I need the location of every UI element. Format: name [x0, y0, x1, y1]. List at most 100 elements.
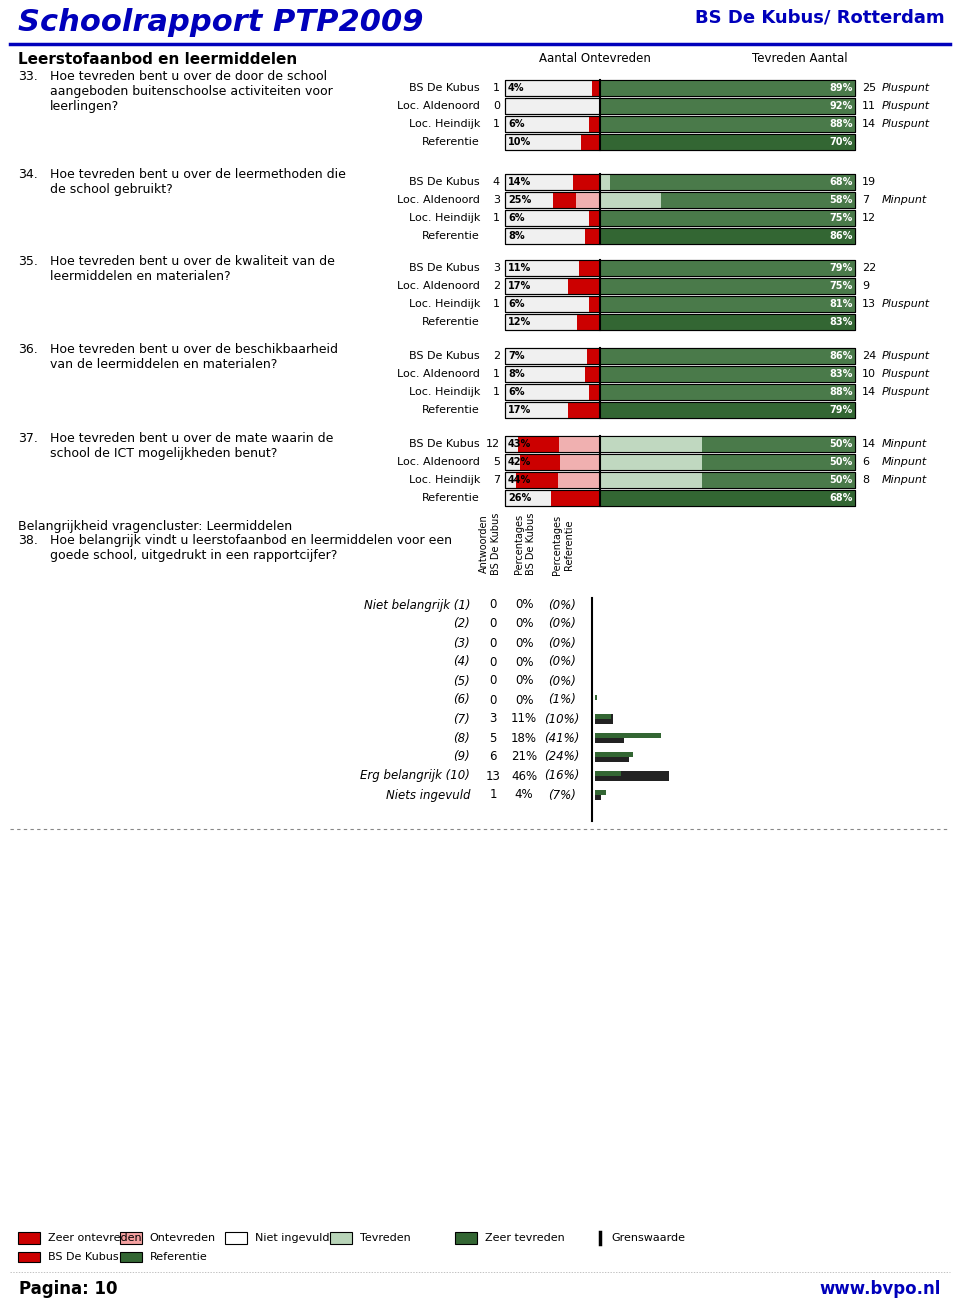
Text: 0: 0: [490, 598, 496, 611]
Text: 0: 0: [490, 674, 496, 687]
Text: 18%: 18%: [511, 731, 537, 744]
Text: 3: 3: [493, 263, 500, 273]
Text: Zeer tevreden: Zeer tevreden: [485, 1233, 564, 1243]
Text: Minpunt: Minpunt: [882, 475, 927, 485]
Text: 5: 5: [490, 731, 496, 744]
Text: Niet belangrijk (1): Niet belangrijk (1): [364, 598, 470, 611]
Text: 50%: 50%: [829, 457, 853, 468]
Text: Minpunt: Minpunt: [882, 457, 927, 468]
Text: www.bvpo.nl: www.bvpo.nl: [820, 1280, 941, 1298]
Text: 9: 9: [862, 281, 869, 291]
Text: 6%: 6%: [508, 299, 524, 310]
Text: 8%: 8%: [508, 231, 524, 242]
Text: (24%): (24%): [544, 751, 580, 764]
Text: Ontevreden: Ontevreden: [150, 1233, 216, 1243]
Text: Loc. Aldenoord: Loc. Aldenoord: [397, 195, 480, 205]
Text: Referentie: Referentie: [150, 1252, 207, 1262]
Text: (4): (4): [453, 656, 470, 669]
Text: 1: 1: [493, 84, 500, 93]
Text: Leerstofaanbod en leermiddelen: Leerstofaanbod en leermiddelen: [18, 52, 298, 67]
Text: 68%: 68%: [829, 178, 853, 187]
Text: Pluspunt: Pluspunt: [882, 84, 930, 93]
Text: Loc. Heindijk: Loc. Heindijk: [409, 299, 480, 310]
Text: 0%: 0%: [515, 674, 533, 687]
Text: (16%): (16%): [544, 769, 580, 782]
Text: Zeer ontevreden: Zeer ontevreden: [48, 1233, 141, 1243]
Text: 75%: 75%: [829, 281, 853, 291]
Text: 14: 14: [862, 387, 876, 397]
Text: 13: 13: [486, 769, 500, 782]
Text: 11%: 11%: [508, 263, 531, 273]
Text: Referentie: Referentie: [422, 231, 480, 242]
Text: Loc. Heindijk: Loc. Heindijk: [409, 119, 480, 129]
Text: 10: 10: [862, 370, 876, 379]
Text: Loc. Aldenoord: Loc. Aldenoord: [397, 370, 480, 379]
Text: Minpunt: Minpunt: [882, 195, 927, 205]
Text: 83%: 83%: [829, 370, 853, 379]
Text: 12%: 12%: [508, 317, 531, 326]
Text: 1: 1: [490, 789, 496, 802]
Text: Antwoorden
BS De Kubus: Antwoorden BS De Kubus: [479, 513, 501, 575]
Text: 8%: 8%: [508, 370, 524, 379]
Text: 2: 2: [492, 351, 500, 360]
Text: (10%): (10%): [544, 713, 580, 726]
Text: BS De Kubus: BS De Kubus: [409, 263, 480, 273]
Text: Minpunt: Minpunt: [882, 439, 927, 449]
Text: Hoe belangrijk vindt u leerstofaanbod en leermiddelen voor een
goede school, uit: Hoe belangrijk vindt u leerstofaanbod en…: [50, 534, 451, 562]
Text: 68%: 68%: [829, 492, 853, 503]
Text: (8): (8): [453, 731, 470, 744]
Text: (9): (9): [453, 751, 470, 764]
Text: (7): (7): [453, 713, 470, 726]
Text: Pluspunt: Pluspunt: [882, 101, 930, 111]
Text: BS De Kubus/ Rotterdam: BS De Kubus/ Rotterdam: [695, 8, 945, 26]
Text: Tevreden: Tevreden: [360, 1233, 411, 1243]
Text: Schoolrapport PTP2009: Schoolrapport PTP2009: [18, 8, 423, 37]
Text: Hoe tevreden bent u over de door de school
aangeboden buitenschoolse activiteite: Hoe tevreden bent u over de door de scho…: [50, 71, 332, 114]
Text: Referentie: Referentie: [422, 405, 480, 415]
Text: 0%: 0%: [515, 656, 533, 669]
Text: BS De Kubus: BS De Kubus: [409, 84, 480, 93]
Text: Percentages
BS De Kubus: Percentages BS De Kubus: [515, 513, 536, 575]
Text: 36.: 36.: [18, 343, 37, 357]
Text: Erg belangrijk (10): Erg belangrijk (10): [360, 769, 470, 782]
Text: 37.: 37.: [18, 432, 37, 445]
Text: Loc. Aldenoord: Loc. Aldenoord: [397, 281, 480, 291]
Text: 43%: 43%: [508, 439, 531, 449]
Text: 11: 11: [862, 101, 876, 111]
Text: Hoe tevreden bent u over de beschikbaarheid
van de leermiddelen en materialen?: Hoe tevreden bent u over de beschikbaarh…: [50, 343, 338, 371]
Text: Tevreden Aantal: Tevreden Aantal: [753, 52, 848, 65]
Text: BS De Kubus: BS De Kubus: [409, 439, 480, 449]
Text: 0%: 0%: [515, 618, 533, 631]
Text: 21%: 21%: [511, 751, 537, 764]
Text: 33.: 33.: [18, 71, 37, 84]
Text: 79%: 79%: [829, 405, 853, 415]
Text: Referentie: Referentie: [422, 137, 480, 148]
Text: 6: 6: [862, 457, 869, 468]
Text: 42%: 42%: [508, 457, 531, 468]
Text: 7%: 7%: [508, 351, 524, 360]
Text: 26%: 26%: [508, 492, 531, 503]
Text: Belangrijkheid vragencluster: Leermiddelen: Belangrijkheid vragencluster: Leermiddel…: [18, 520, 292, 533]
Text: Pluspunt: Pluspunt: [882, 370, 930, 379]
Text: 50%: 50%: [829, 439, 853, 449]
Text: BS De Kubus: BS De Kubus: [409, 178, 480, 187]
Text: 34.: 34.: [18, 168, 37, 182]
Text: 19: 19: [862, 178, 876, 187]
Text: 1: 1: [493, 299, 500, 310]
Text: (3): (3): [453, 636, 470, 649]
Text: 6%: 6%: [508, 213, 524, 223]
Text: 4: 4: [492, 178, 500, 187]
Text: Percentages
Referentie: Percentages Referentie: [552, 515, 574, 575]
Text: 12: 12: [862, 213, 876, 223]
Text: 14: 14: [862, 119, 876, 129]
Text: (0%): (0%): [548, 674, 576, 687]
Text: Pagina: 10: Pagina: 10: [19, 1280, 118, 1298]
Text: (0%): (0%): [548, 598, 576, 611]
Text: (0%): (0%): [548, 618, 576, 631]
Text: (0%): (0%): [548, 636, 576, 649]
Text: 17%: 17%: [508, 281, 531, 291]
Text: 14: 14: [862, 439, 876, 449]
Text: 7: 7: [492, 475, 500, 485]
Text: 24: 24: [862, 351, 876, 360]
Text: (1%): (1%): [548, 693, 576, 707]
